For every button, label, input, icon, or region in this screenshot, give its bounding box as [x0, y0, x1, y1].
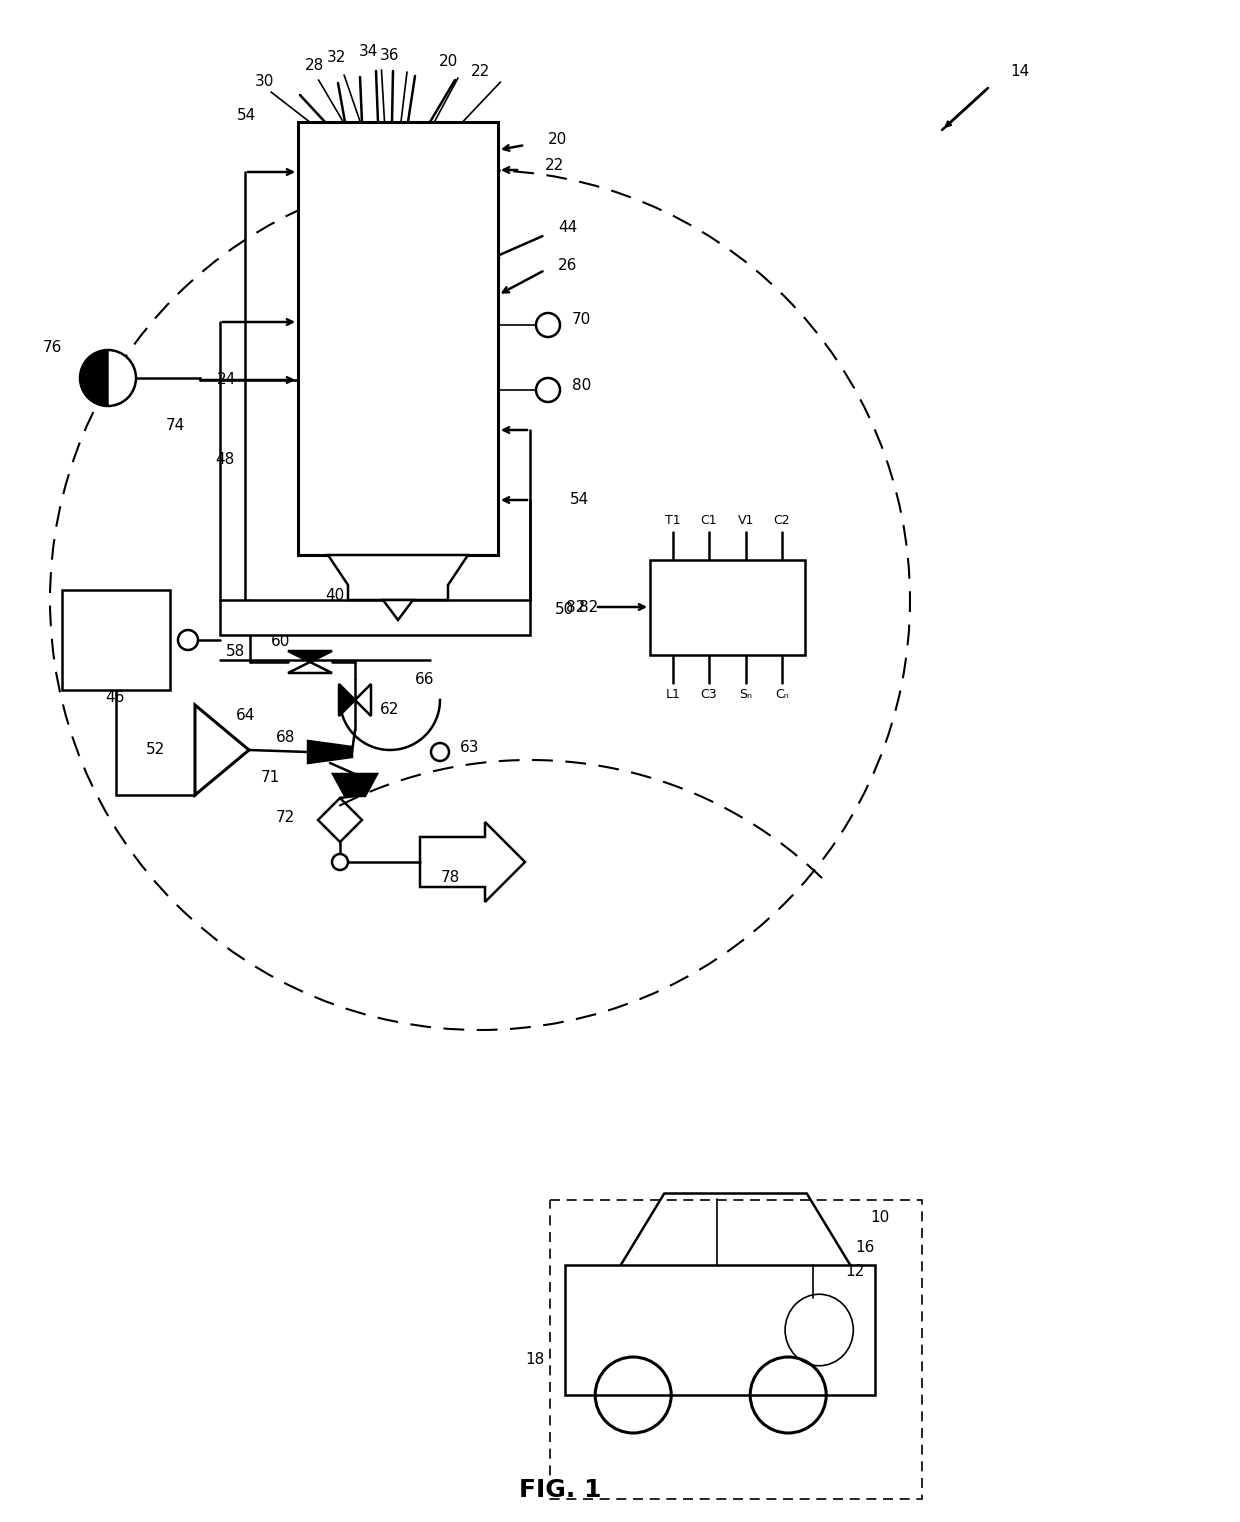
Text: 82: 82 — [579, 600, 598, 615]
Text: 28: 28 — [305, 58, 325, 73]
Text: C1: C1 — [701, 513, 717, 527]
Text: 36: 36 — [381, 47, 399, 62]
Text: 52: 52 — [146, 743, 165, 758]
Circle shape — [332, 854, 348, 871]
Bar — [315, 186, 362, 222]
Text: 16: 16 — [856, 1240, 874, 1256]
Text: C2: C2 — [774, 513, 790, 527]
Text: 20: 20 — [439, 55, 458, 70]
Text: 12: 12 — [844, 1265, 864, 1280]
Polygon shape — [288, 651, 332, 662]
Text: 20: 20 — [548, 132, 567, 148]
Bar — [219, 600, 529, 635]
Text: 46: 46 — [105, 691, 125, 706]
Text: 72: 72 — [275, 811, 295, 825]
Text: C3: C3 — [701, 688, 717, 702]
Polygon shape — [329, 556, 467, 600]
Text: 76: 76 — [42, 341, 62, 356]
Text: 74: 74 — [166, 417, 185, 432]
Text: 22: 22 — [546, 157, 564, 172]
Text: 71: 71 — [260, 770, 280, 785]
Text: 24: 24 — [217, 373, 236, 388]
Polygon shape — [334, 775, 377, 796]
Bar — [315, 356, 362, 394]
Bar — [435, 271, 482, 307]
Text: 70: 70 — [572, 312, 591, 327]
Bar — [435, 186, 482, 222]
Circle shape — [179, 630, 198, 650]
Text: 42: 42 — [410, 587, 429, 603]
Polygon shape — [81, 350, 108, 406]
Polygon shape — [308, 741, 352, 763]
Circle shape — [432, 743, 449, 761]
Text: L1: L1 — [666, 688, 681, 702]
Text: 58: 58 — [226, 644, 246, 659]
Bar — [62, 591, 170, 689]
Bar — [315, 486, 362, 522]
Text: 40: 40 — [325, 587, 345, 603]
Text: 66: 66 — [415, 673, 434, 688]
Bar — [435, 228, 482, 265]
Circle shape — [81, 350, 136, 406]
Text: Cₙ: Cₙ — [775, 688, 789, 702]
Text: 14: 14 — [1011, 64, 1029, 79]
Bar — [435, 486, 482, 522]
Bar — [565, 1265, 875, 1396]
Bar — [315, 143, 362, 180]
Bar — [435, 443, 482, 479]
Text: 22: 22 — [470, 64, 490, 79]
Text: 64: 64 — [236, 708, 255, 723]
Text: 54: 54 — [570, 493, 589, 507]
Bar — [549, 1199, 921, 1499]
Bar — [650, 560, 805, 654]
Text: T1: T1 — [666, 513, 681, 527]
Bar — [315, 271, 362, 307]
Bar — [315, 400, 362, 437]
Text: 18: 18 — [526, 1353, 546, 1367]
Text: 54: 54 — [237, 108, 255, 122]
Text: 82: 82 — [565, 600, 585, 615]
Text: 60: 60 — [270, 635, 290, 650]
Text: 38: 38 — [361, 568, 379, 583]
Text: 32: 32 — [327, 50, 347, 65]
Text: 34: 34 — [358, 44, 378, 59]
Text: 56: 56 — [61, 642, 81, 658]
Polygon shape — [339, 683, 355, 715]
Bar — [298, 122, 498, 556]
Text: 62: 62 — [379, 703, 399, 717]
Bar — [315, 443, 362, 479]
Bar — [315, 228, 362, 265]
Text: 26: 26 — [558, 257, 578, 272]
Bar — [435, 356, 482, 394]
Text: V1: V1 — [738, 513, 754, 527]
Text: 50: 50 — [556, 603, 574, 618]
Bar — [435, 314, 482, 352]
Circle shape — [536, 314, 560, 336]
Text: 63: 63 — [460, 741, 480, 755]
Text: 44: 44 — [558, 221, 578, 236]
Bar — [435, 400, 482, 437]
Bar — [315, 314, 362, 352]
Text: 10: 10 — [870, 1210, 889, 1225]
Bar — [435, 143, 482, 180]
Circle shape — [536, 377, 560, 402]
Text: 48: 48 — [215, 452, 234, 467]
Polygon shape — [383, 600, 413, 619]
Text: 68: 68 — [275, 731, 295, 746]
Text: 80: 80 — [572, 377, 591, 393]
Text: FIG. 1: FIG. 1 — [518, 1478, 601, 1502]
Text: 78: 78 — [440, 871, 460, 886]
Text: 30: 30 — [255, 75, 275, 90]
Text: Sₙ: Sₙ — [739, 688, 753, 702]
Polygon shape — [195, 705, 249, 794]
